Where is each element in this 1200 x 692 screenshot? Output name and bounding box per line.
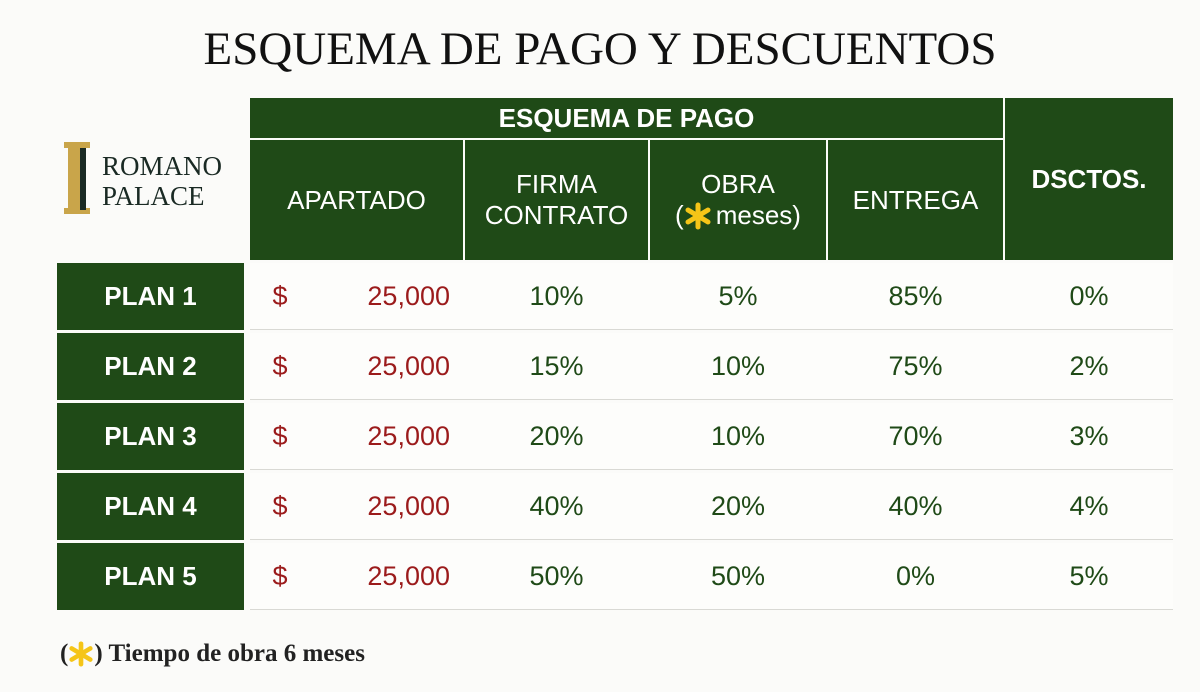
plan-label: PLAN 3 [57,403,244,470]
percent: 5% [718,281,758,311]
row-bg [250,403,1173,470]
percent: 5% [1069,561,1109,591]
plan-label: PLAN 4 [57,473,244,540]
currency: $ [272,351,288,381]
percent: 20% [710,491,766,521]
row-bg [250,263,1173,330]
col-header: DSCTOS. [1005,98,1173,260]
title: ESQUEMA DE PAGO Y DESCUENTOS [203,23,997,75]
percent: 10% [710,351,766,381]
amount: 25,000 [367,351,450,381]
amount: 25,000 [367,421,450,451]
percent: 70% [888,421,943,451]
percent: 0% [1069,281,1109,311]
currency: $ [272,491,288,521]
col-header-line: OBRA [701,169,775,199]
col-header: OBRA ( meses) [650,140,826,260]
plan-label: PLAN 1 [57,263,244,330]
percent: 40% [888,491,943,521]
currency: $ [272,281,288,311]
paren: ( [675,200,684,230]
percent: 20% [529,421,584,451]
asterisk-icon [69,641,93,667]
percent: 0% [895,561,936,591]
col-header-line: ( meses) [675,200,801,231]
amount: 25,000 [367,281,450,311]
percent: 50% [529,561,584,591]
currency: $ [272,421,288,451]
percent: 3% [1069,421,1109,451]
plan-label: PLAN 5 [57,543,244,610]
col-header-line: FIRMA [516,169,597,199]
percent: 2% [1069,351,1109,381]
amount: 25,000 [367,561,450,591]
footnote-text: ) Tiempo de obra 6 meses [94,640,365,667]
col-header-line: CONTRATO [484,200,629,230]
footnote: ( ) Tiempo de obra 6 meses [60,640,365,668]
percent: 75% [888,351,943,381]
row-bg [250,543,1173,610]
group-header: ESQUEMA DE PAGO [250,98,1003,138]
percent: 50% [710,561,766,591]
percent: 10% [710,421,766,451]
plan-label: PLAN 2 [57,333,244,400]
col-header: ENTREGA [828,140,1003,260]
logo-line2: PALACE [102,181,205,211]
logo-column-icon [64,142,90,214]
row-bg [250,333,1173,400]
percent: 15% [529,351,584,381]
currency: $ [272,561,288,591]
amount: 25,000 [367,491,450,521]
percent: 10% [529,281,584,311]
row-bg [250,473,1173,540]
col-header-text: meses) [715,200,801,230]
paren: ( [60,640,69,667]
asterisk-icon [685,202,711,229]
col-header: APARTADO [250,140,463,260]
logo-line1: ROMANO [102,151,223,181]
percent: 4% [1069,491,1109,521]
percent: 85% [888,281,943,311]
col-header: FIRMA CONTRATO [465,140,648,260]
percent: 40% [529,491,584,521]
